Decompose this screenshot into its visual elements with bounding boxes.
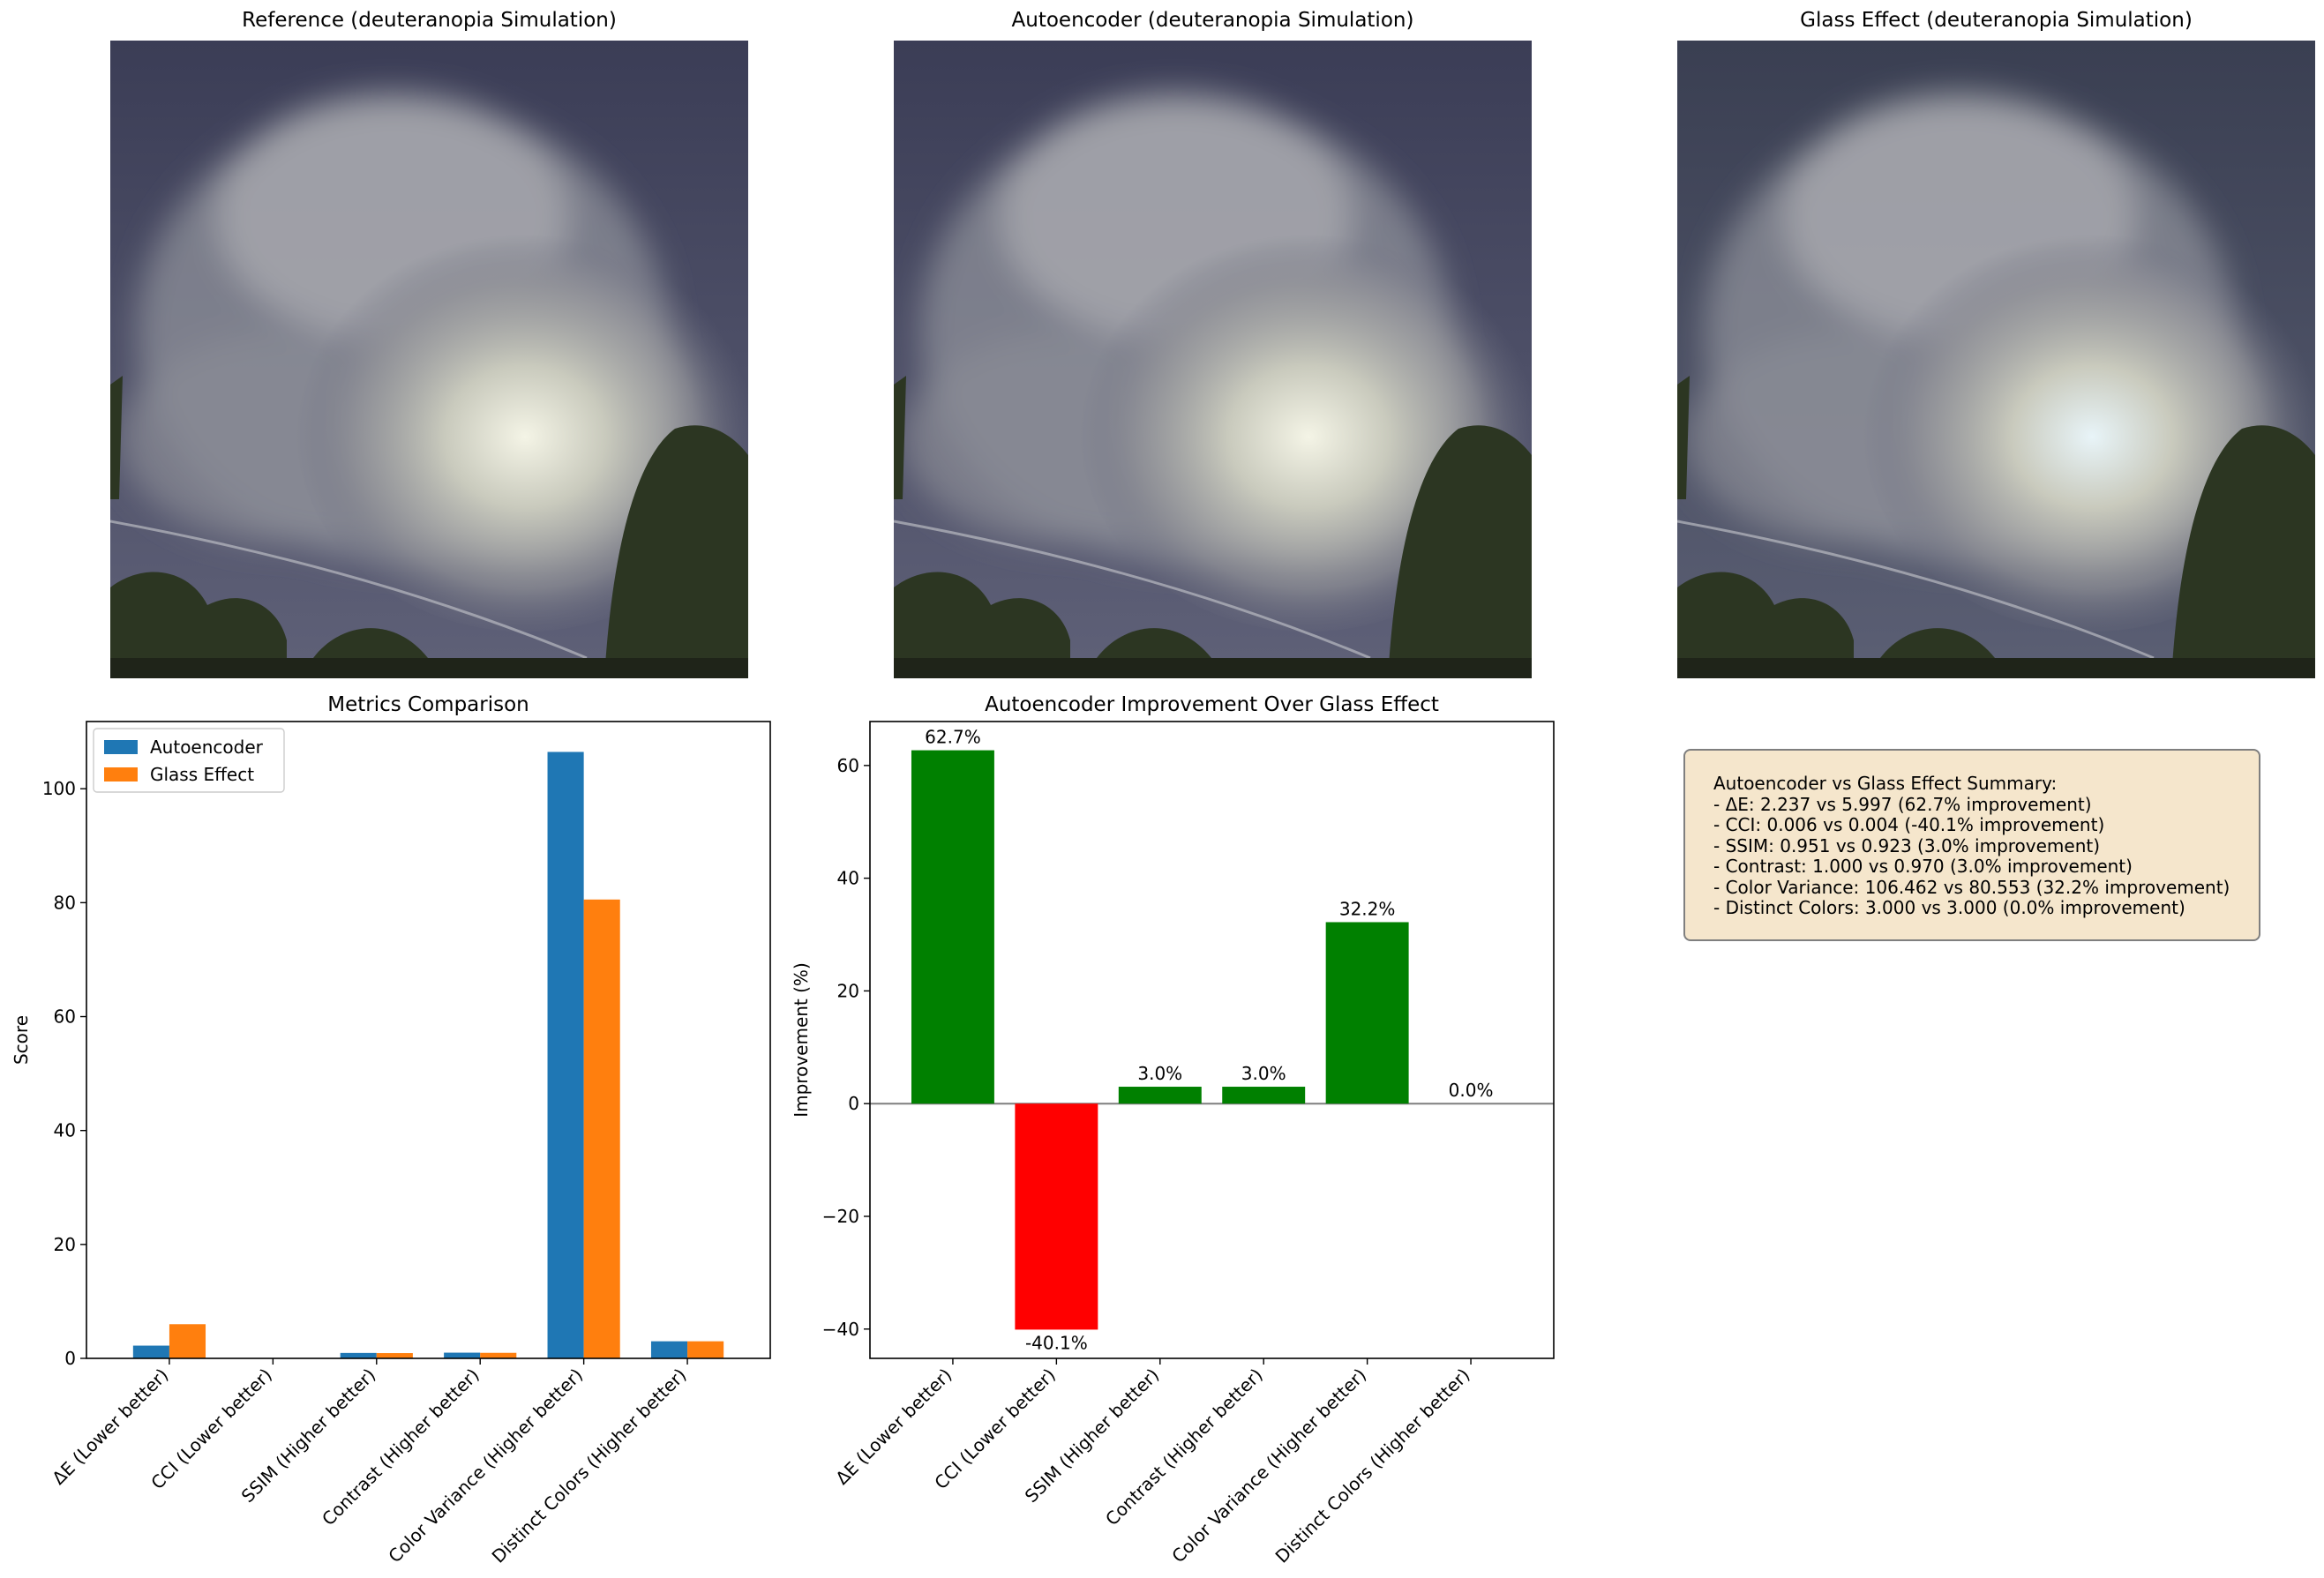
metrics-y-axis-label: Score: [11, 1015, 32, 1065]
autoencoder-image: [894, 41, 1532, 678]
x-tick-label-improvement: Color Variance (Higher better): [1167, 1365, 1370, 1567]
y-tick-label-improvement: −40: [822, 1319, 859, 1340]
data-label: 62.7%: [925, 727, 981, 748]
x-tick-label-metrics: Color Variance (Higher better): [384, 1365, 587, 1567]
metrics-chart-title: Metrics Comparison: [327, 693, 529, 716]
data-label: 3.0%: [1241, 1063, 1286, 1084]
legend-box: [93, 728, 285, 793]
improvement-bar: [1325, 922, 1409, 1104]
y-tick-label-improvement: −20: [822, 1206, 859, 1227]
x-tick-label-metrics: Distinct Colors (Higher better): [488, 1365, 691, 1567]
y-tick-label-metrics: 80: [54, 892, 76, 913]
bar-glass-effect: [480, 1352, 517, 1358]
improvement-bar: [1118, 1087, 1202, 1104]
improvement-chart-title: Autoencoder Improvement Over Glass Effec…: [985, 693, 1439, 716]
data-label: 32.2%: [1339, 898, 1396, 919]
summary-line-delta-e: - ΔE: 2.237 vs 5.997 (62.7% improvement): [1713, 793, 2092, 815]
y-tick-label-metrics: 20: [54, 1234, 76, 1255]
y-tick-label-metrics: 60: [54, 1006, 76, 1028]
summary-line-ssim: - SSIM: 0.951 vs 0.923 (3.0% improvement…: [1713, 834, 2101, 856]
legend-label-autoencoder: Autoencoder: [150, 737, 264, 758]
y-tick-label-improvement: 60: [837, 755, 859, 776]
legend-swatch-autoencoder: [104, 740, 138, 754]
bar-glass-effect: [583, 899, 620, 1358]
data-label: 0.0%: [1449, 1080, 1494, 1101]
reference-image: [110, 41, 748, 678]
summary-heading: Autoencoder vs Glass Effect Summary:: [1713, 773, 2058, 794]
bar-glass-effect: [687, 1341, 724, 1358]
improvement-bar: [1015, 1103, 1098, 1330]
summary-box: Autoencoder vs Glass Effect Summary: - Δ…: [1683, 749, 2260, 941]
improvement-bar: [911, 750, 994, 1104]
y-tick-label-improvement: 20: [837, 980, 859, 1001]
bar-autoencoder: [444, 1352, 481, 1358]
reference-title: Reference (deuteranopia Simulation): [242, 9, 617, 32]
x-tick-label-metrics: ΔE (Lower better): [48, 1365, 172, 1489]
y-tick-label-improvement: 40: [837, 868, 859, 889]
data-label: -40.1%: [1025, 1332, 1088, 1353]
plot-frame-improvement: [869, 721, 1555, 1359]
summary-line-color-variance: - Color Variance: 106.462 vs 80.553 (32.…: [1713, 876, 2230, 898]
legend-swatch-glass-effect: [104, 767, 138, 782]
summary-line-distinct-colors: - Distinct Colors: 3.000 vs 3.000 (0.0% …: [1713, 897, 2185, 918]
plot-frame-metrics: [86, 721, 771, 1359]
bar-autoencoder: [132, 1345, 169, 1358]
x-tick-label-improvement: Distinct Colors (Higher better): [1271, 1365, 1474, 1567]
y-tick-label-improvement: 0: [848, 1093, 859, 1114]
bar-autoencoder: [340, 1352, 377, 1358]
bar-autoencoder: [547, 752, 584, 1358]
x-tick-label-improvement: ΔE (Lower better): [831, 1365, 956, 1489]
improvement-bar: [1222, 1087, 1306, 1104]
bar-glass-effect: [376, 1353, 413, 1358]
summary-line-contrast: - Contrast: 1.000 vs 0.970 (3.0% improve…: [1713, 856, 2133, 877]
summary-line-cci: - CCI: 0.006 vs 0.004 (-40.1% improvemen…: [1713, 814, 2105, 835]
glass-effect-image: [1677, 41, 2315, 678]
legend-label-glass-effect: Glass Effect: [150, 764, 254, 785]
improvement-y-axis-label: Improvement (%): [791, 962, 812, 1118]
bar-glass-effect: [169, 1324, 206, 1358]
y-tick-label-metrics: 0: [64, 1348, 76, 1369]
y-tick-label-metrics: 40: [54, 1120, 76, 1141]
data-label: 3.0%: [1137, 1063, 1182, 1084]
glass-effect-title: Glass Effect (deuteranopia Simulation): [1800, 9, 2193, 32]
y-tick-label-metrics: 100: [42, 778, 76, 799]
bar-autoencoder: [650, 1341, 688, 1358]
autoencoder-title: Autoencoder (deuteranopia Simulation): [1011, 9, 1414, 32]
